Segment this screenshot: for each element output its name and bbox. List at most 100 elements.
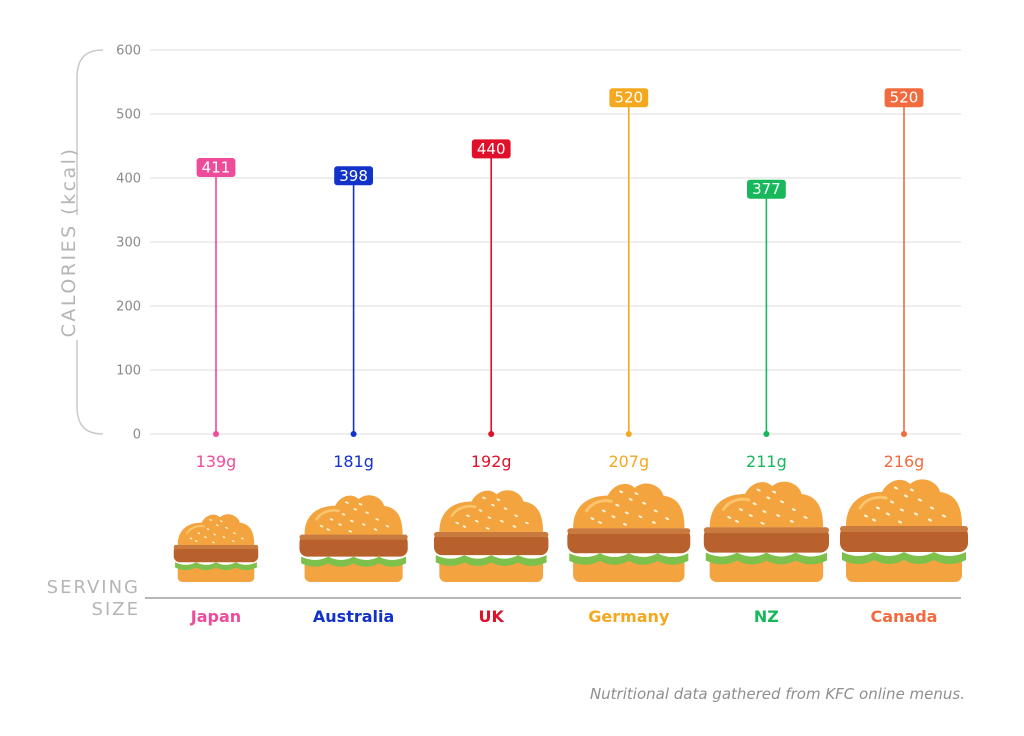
sesame-seed <box>762 510 767 513</box>
sesame-seed <box>348 530 352 533</box>
sesame-seed <box>871 518 877 522</box>
burger-patty <box>433 531 549 556</box>
serving-weight-label: 139g <box>196 452 237 471</box>
sesame-seed <box>615 503 620 507</box>
sesame-seed <box>375 518 380 521</box>
sesame-seed <box>514 514 519 518</box>
sesame-seed <box>194 540 198 542</box>
sesame-seed <box>638 515 643 519</box>
sesame-seed <box>385 525 390 528</box>
serving-weight-label: 181g <box>333 452 374 471</box>
burger-patty-highlight <box>299 534 408 540</box>
sesame-seed <box>628 498 633 501</box>
y-axis-bracket <box>76 340 104 435</box>
sesame-seed <box>634 492 639 495</box>
sesame-seed <box>491 503 495 507</box>
serving-weight-label: 192g <box>471 452 512 471</box>
sesame-seed <box>213 533 217 536</box>
burger-top-bun-shine <box>721 497 751 512</box>
value-label-box <box>196 157 236 177</box>
sesame-seed <box>735 520 740 523</box>
sesame-seed <box>748 514 753 517</box>
y-tick-label: 0 <box>133 428 141 443</box>
burger-top-bun-shine <box>185 525 206 535</box>
burger-patty <box>703 527 829 553</box>
value-label-box <box>747 179 786 199</box>
sesame-seed <box>206 528 210 531</box>
sesame-seed <box>889 500 895 504</box>
serving-weight-label: 207g <box>608 452 649 471</box>
y-tick-label: 400 <box>116 172 141 187</box>
burger-icon <box>567 483 691 582</box>
sesame-seed <box>893 486 899 490</box>
value-label-box <box>609 88 649 108</box>
sesame-seed <box>619 490 624 494</box>
burger-lettuce <box>569 553 689 565</box>
sesame-seed <box>478 509 483 512</box>
burger-top-bun <box>573 483 685 529</box>
sesame-seed <box>622 523 627 526</box>
lollipop-base-dot <box>213 431 219 437</box>
burger-top-bun <box>177 514 255 546</box>
burger-top-bun-shine <box>858 495 888 510</box>
value-label: 398 <box>339 167 368 185</box>
burger-bottom-bun <box>709 556 824 582</box>
sesame-seed <box>204 536 207 539</box>
sesame-seed <box>766 496 771 500</box>
country-label: Japan <box>190 607 241 626</box>
sesame-seed <box>503 507 508 510</box>
burger-lettuce <box>175 562 257 571</box>
serving-axis-label-line1: SERVING <box>47 577 140 598</box>
country-label: Australia <box>313 607 394 626</box>
sesame-seed <box>651 521 656 524</box>
burger-top-bun-shine <box>585 499 613 513</box>
burger-top-bun <box>709 481 824 528</box>
sesame-seed <box>353 508 358 511</box>
sesame-seed <box>929 506 935 510</box>
sesame-seed <box>365 511 369 514</box>
sesame-seed <box>899 508 905 512</box>
sesame-seed <box>455 521 460 525</box>
sesame-seed <box>727 516 732 519</box>
burger-bottom-bun <box>573 557 685 582</box>
serving-weight-label: 211g <box>746 452 787 471</box>
country-label: Germany <box>588 607 670 626</box>
y-tick-label: 500 <box>116 108 141 123</box>
sesame-seed <box>512 525 517 528</box>
y-axis-title: CALORIES (kcal) <box>58 147 80 338</box>
sesame-seed <box>209 519 213 521</box>
burger-patty <box>173 545 259 563</box>
sesame-seed <box>466 514 470 518</box>
y-tick-label: 300 <box>116 236 141 251</box>
burger-patty-highlight <box>703 527 829 534</box>
y-tick-label: 600 <box>116 44 141 59</box>
sesame-seed <box>909 488 915 492</box>
country-label: Canada <box>871 607 938 626</box>
burger-patty <box>299 534 408 557</box>
sesame-seed <box>590 517 595 520</box>
sesame-seed <box>756 488 761 492</box>
lollipop-stems <box>213 101 907 437</box>
value-label-box <box>471 139 511 159</box>
value-label-box <box>884 88 924 108</box>
country-labels: Japan Australia UK Germany NZ Canada <box>190 607 938 626</box>
serving-weight-labels: 139g 181g 192g 207g 211g 216g <box>196 452 925 471</box>
sesame-seed <box>462 525 467 528</box>
sesame-seed <box>475 519 479 523</box>
value-labels: 411 398 440 520 377 520 <box>196 88 924 199</box>
source-note: Nutritional data gathered from KFC onlin… <box>590 685 965 703</box>
sesame-seed <box>598 521 602 524</box>
sesame-seed <box>326 528 330 531</box>
sesame-seed <box>642 501 647 505</box>
burger-lettuce <box>842 552 966 564</box>
lollipop-base-dot <box>350 431 357 437</box>
sesame-seed <box>772 490 777 494</box>
sesame-seed <box>885 512 891 516</box>
burger-top-bun <box>846 479 962 526</box>
sesame-seed <box>780 500 785 504</box>
sesame-seed <box>241 537 244 540</box>
burger-patty <box>567 528 691 554</box>
burger-icon <box>299 495 408 582</box>
sesame-seed <box>338 523 342 526</box>
sesame-seed <box>738 508 743 511</box>
